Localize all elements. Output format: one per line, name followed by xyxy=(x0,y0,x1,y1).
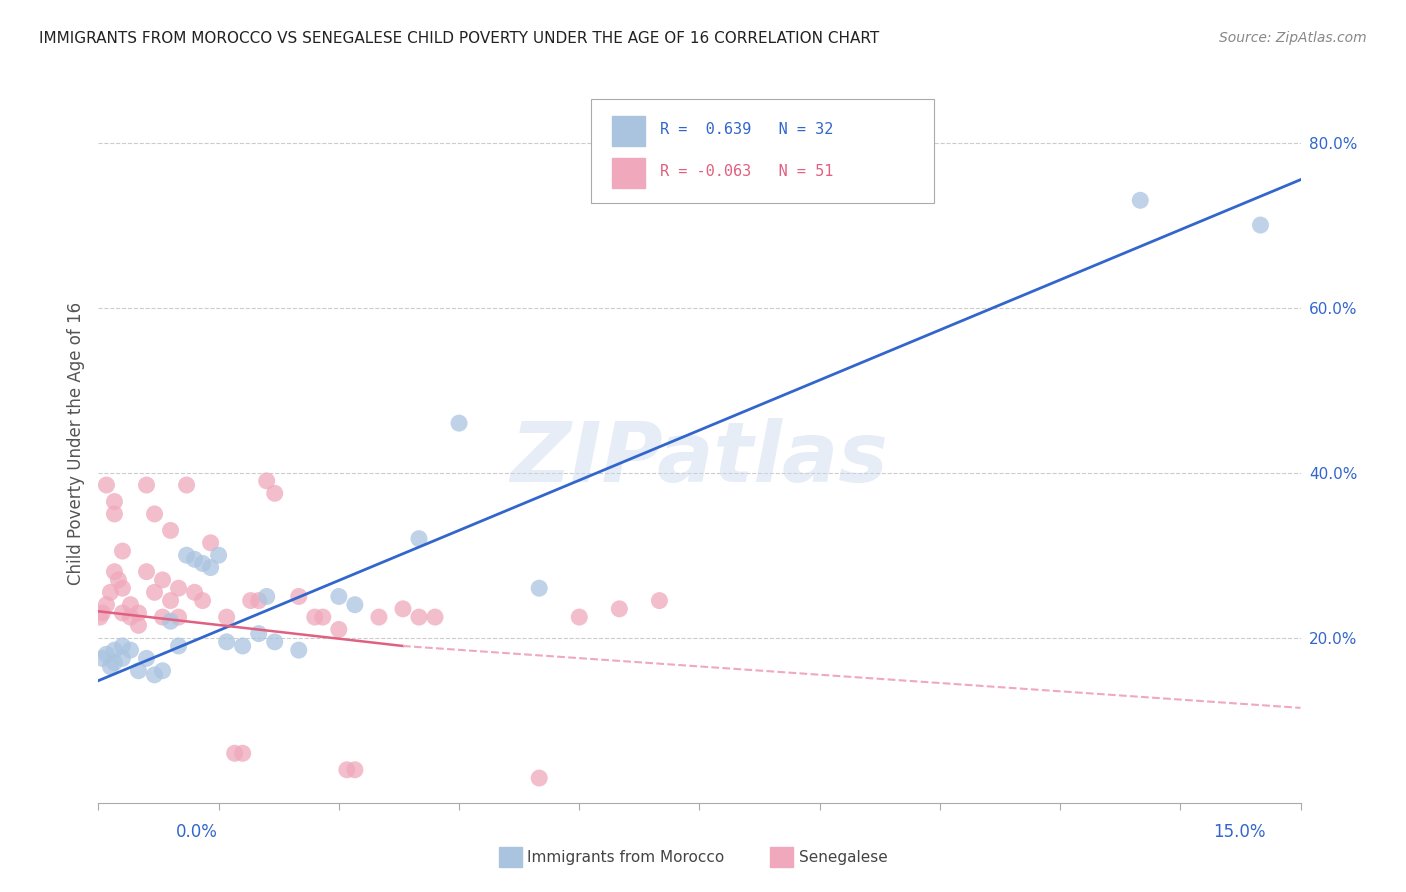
Point xyxy=(328,590,350,604)
Point xyxy=(103,643,125,657)
Point xyxy=(247,593,270,607)
Text: R = -0.063   N = 51: R = -0.063 N = 51 xyxy=(659,164,834,179)
Point xyxy=(288,590,311,604)
Point xyxy=(304,610,326,624)
Point xyxy=(167,610,190,624)
Point xyxy=(135,565,157,579)
Point xyxy=(135,651,157,665)
Point xyxy=(263,486,285,500)
Point xyxy=(529,581,551,595)
Point xyxy=(200,536,222,550)
Point xyxy=(111,639,134,653)
Point xyxy=(128,664,150,678)
Point xyxy=(91,606,114,620)
Point xyxy=(143,668,166,682)
Point xyxy=(96,598,118,612)
Point xyxy=(103,656,125,670)
Point xyxy=(609,602,631,616)
Point xyxy=(96,478,118,492)
Point xyxy=(328,623,350,637)
Point xyxy=(256,590,278,604)
Text: ZIPatlas: ZIPatlas xyxy=(510,417,889,499)
Point xyxy=(648,593,671,607)
Text: 15.0%: 15.0% xyxy=(1213,822,1265,840)
Point xyxy=(191,593,214,607)
Point xyxy=(343,763,366,777)
Point xyxy=(89,610,111,624)
Point xyxy=(103,565,125,579)
Text: R =  0.639   N = 32: R = 0.639 N = 32 xyxy=(659,122,834,137)
Point xyxy=(408,610,430,624)
Point xyxy=(167,581,190,595)
Text: Immigrants from Morocco: Immigrants from Morocco xyxy=(527,850,724,864)
Point xyxy=(183,552,205,566)
Point xyxy=(239,593,262,607)
Point xyxy=(120,598,142,612)
Point xyxy=(120,610,142,624)
Point xyxy=(529,771,551,785)
Text: Senegalese: Senegalese xyxy=(799,850,887,864)
Y-axis label: Child Poverty Under the Age of 16: Child Poverty Under the Age of 16 xyxy=(66,302,84,585)
Point xyxy=(368,610,391,624)
Point xyxy=(143,507,166,521)
Point xyxy=(208,548,231,562)
Point xyxy=(91,651,114,665)
Bar xyxy=(612,116,645,146)
Point xyxy=(159,593,181,607)
Point xyxy=(111,651,134,665)
Point xyxy=(152,664,174,678)
Point xyxy=(312,610,335,624)
Point xyxy=(224,746,246,760)
Point xyxy=(152,573,174,587)
Point xyxy=(159,524,181,538)
Point xyxy=(176,548,198,562)
Point xyxy=(247,626,270,640)
Point xyxy=(343,598,366,612)
Point xyxy=(103,494,125,508)
Point xyxy=(423,610,446,624)
Point xyxy=(111,544,134,558)
Point xyxy=(183,585,205,599)
Text: 0.0%: 0.0% xyxy=(176,822,218,840)
Point xyxy=(103,507,125,521)
Point xyxy=(100,659,122,673)
Point xyxy=(100,585,122,599)
Point xyxy=(256,474,278,488)
Point xyxy=(111,606,134,620)
Point xyxy=(96,647,118,661)
Point xyxy=(135,478,157,492)
Point xyxy=(263,635,285,649)
FancyBboxPatch shape xyxy=(592,99,934,203)
Point xyxy=(111,581,134,595)
Point xyxy=(336,763,359,777)
Point xyxy=(143,585,166,599)
Point xyxy=(176,478,198,492)
Point xyxy=(568,610,591,624)
Point xyxy=(107,573,129,587)
Text: IMMIGRANTS FROM MOROCCO VS SENEGALESE CHILD POVERTY UNDER THE AGE OF 16 CORRELAT: IMMIGRANTS FROM MOROCCO VS SENEGALESE CH… xyxy=(39,31,880,46)
Text: Source: ZipAtlas.com: Source: ZipAtlas.com xyxy=(1219,31,1367,45)
Point xyxy=(232,746,254,760)
Point xyxy=(128,606,150,620)
Point xyxy=(120,643,142,657)
Bar xyxy=(612,158,645,188)
Point xyxy=(191,557,214,571)
Point xyxy=(215,610,238,624)
Point xyxy=(1129,194,1152,208)
Point xyxy=(447,416,470,430)
Point xyxy=(1250,218,1272,232)
Point xyxy=(288,643,311,657)
Point xyxy=(408,532,430,546)
Point xyxy=(215,635,238,649)
Point xyxy=(128,618,150,632)
Point xyxy=(200,560,222,574)
Point xyxy=(167,639,190,653)
Point xyxy=(159,614,181,628)
Point xyxy=(232,639,254,653)
Point xyxy=(152,610,174,624)
Point xyxy=(392,602,415,616)
